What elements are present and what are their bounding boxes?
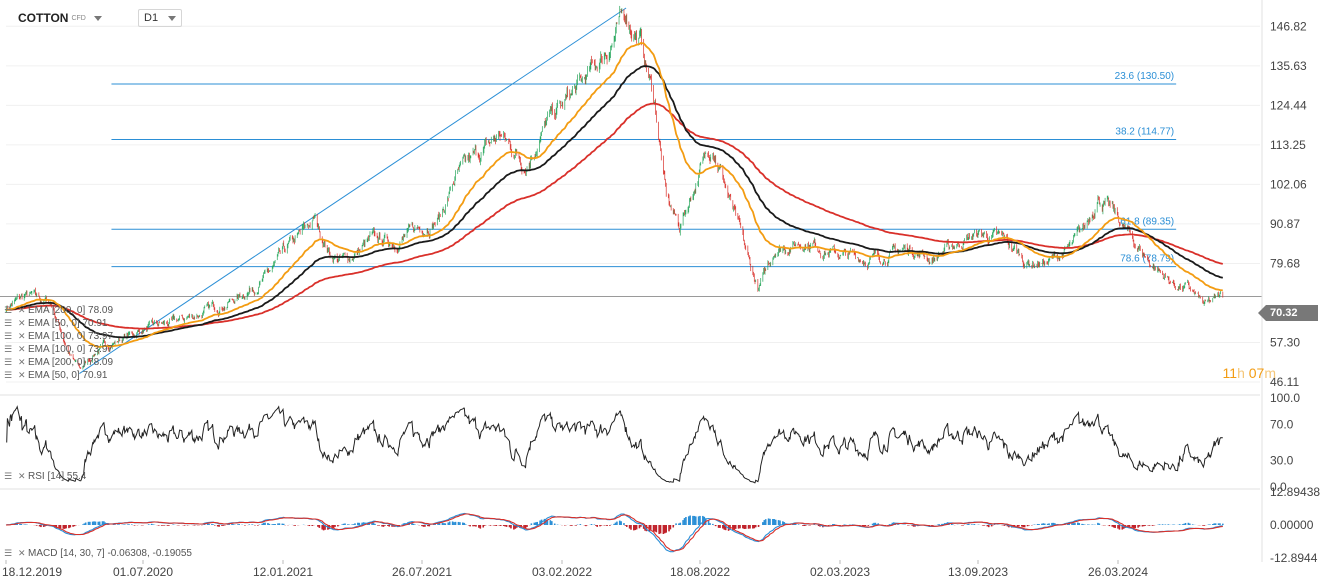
ema-legend[interactable]: ☰ ✕ EMA [200, 0] 78.09 bbox=[4, 357, 113, 368]
chevron-down-icon bbox=[93, 15, 102, 21]
macd-tick-label: 0.00000 bbox=[1270, 518, 1314, 532]
last-price-label: 70.32 bbox=[1258, 305, 1318, 321]
x-tick-label: 18.08.2022 bbox=[670, 565, 730, 579]
close-icon[interactable]: ✕ bbox=[18, 370, 26, 380]
menu-icon[interactable]: ☰ bbox=[4, 548, 12, 558]
macd-tick-label: 12.89438 bbox=[1270, 485, 1320, 499]
menu-icon[interactable]: ☰ bbox=[4, 370, 12, 380]
ema-legend-text: EMA [100, 0] 73.97 bbox=[28, 331, 114, 342]
price-tick-label: 102.06 bbox=[1270, 177, 1307, 191]
ema-legend-text: EMA [200, 0] 78.09 bbox=[28, 357, 114, 368]
trendline-layer bbox=[79, 7, 627, 374]
x-tick-label: 18.12.2019 bbox=[2, 565, 62, 579]
ema-100-line bbox=[5, 65, 1224, 339]
candle-countdown: 11h 07m bbox=[1223, 365, 1276, 381]
rsi-tick-label: 0.0 bbox=[1270, 480, 1287, 494]
fibonacci-layer: 23.6 (130.50)38.2 (114.77)61.8 (89.35)78… bbox=[0, 71, 1262, 298]
ema-legend[interactable]: ☰ ✕ EMA [100, 0] 73.97 bbox=[4, 344, 113, 355]
macd-legend-text: MACD [14, 30, 7] -0.06308, -0.19055 bbox=[28, 548, 192, 559]
x-tick-label: 26.03.2024 bbox=[1088, 565, 1148, 579]
close-icon[interactable]: ✕ bbox=[18, 548, 26, 558]
ema-50-line bbox=[5, 42, 1223, 348]
x-tick-label: 01.07.2020 bbox=[113, 565, 173, 579]
macd-legend[interactable]: ☰ ✕ MACD [14, 30, 7] -0.06308, -0.19055 bbox=[4, 548, 192, 559]
timeframe-value: D1 bbox=[144, 12, 159, 24]
x-tick-label: 26.07.2021 bbox=[392, 565, 452, 579]
x-tick-label: 12.01.2021 bbox=[253, 565, 313, 579]
chevron-down-icon bbox=[168, 15, 176, 21]
price-tick-label: 79.68 bbox=[1270, 256, 1300, 270]
rsi-tick-label: 70.0 bbox=[1270, 418, 1294, 432]
menu-icon[interactable]: ☰ bbox=[4, 357, 12, 367]
macd-layer bbox=[5, 512, 1224, 553]
ema-legend-text: EMA [200, 0] 78.09 bbox=[28, 305, 114, 316]
rsi-legend[interactable]: ☰ ✕ RSI [14] 55.4 bbox=[4, 471, 86, 482]
macd-line bbox=[5, 512, 1223, 553]
price-tick-label: 146.82 bbox=[1270, 19, 1307, 33]
countdown-minutes-unit: m bbox=[1264, 365, 1276, 381]
close-icon[interactable]: ✕ bbox=[18, 471, 26, 481]
price-tick-label: 57.30 bbox=[1270, 335, 1300, 349]
close-icon[interactable]: ✕ bbox=[18, 331, 26, 341]
rsi-tick-label: 100.0 bbox=[1270, 391, 1300, 405]
price-tick-label: 135.63 bbox=[1270, 59, 1307, 73]
price-tick-label: 90.87 bbox=[1270, 217, 1300, 231]
ema-legend[interactable]: ☰ ✕ EMA [100, 0] 73.97 bbox=[4, 331, 113, 342]
close-icon[interactable]: ✕ bbox=[18, 305, 26, 315]
rsi-layer bbox=[6, 405, 1223, 484]
candles-layer[interactable] bbox=[5, 5, 1224, 370]
menu-icon[interactable]: ☰ bbox=[4, 344, 12, 354]
close-icon[interactable]: ✕ bbox=[18, 357, 26, 367]
rsi-line bbox=[6, 405, 1223, 484]
timeframe-selector[interactable]: D1 bbox=[138, 9, 182, 27]
fib-level-label: 61.8 (89.35) bbox=[1120, 216, 1174, 227]
macd-tick-label: -12.8944 bbox=[1270, 551, 1318, 565]
ema-legend[interactable]: ☰ ✕ EMA [50, 0] 70.91 bbox=[4, 370, 108, 381]
close-icon[interactable]: ✕ bbox=[18, 318, 26, 328]
macd-signal-line bbox=[5, 513, 1223, 552]
rsi-legend-text: RSI [14] 55.4 bbox=[28, 471, 87, 482]
ema-legend[interactable]: ☰ ✕ EMA [50, 0] 70.91 bbox=[4, 318, 108, 329]
menu-icon[interactable]: ☰ bbox=[4, 471, 12, 481]
price-tick-label: 124.44 bbox=[1270, 98, 1307, 112]
axes-layer: 146.82 135.63 124.44 113.25 102.06 90.87 79.68… bbox=[2, 0, 1320, 579]
symbol-suffix: CFD bbox=[71, 14, 86, 22]
ema-legend-text: EMA [50, 0] 70.91 bbox=[28, 318, 108, 329]
countdown-hours: 11 bbox=[1222, 365, 1238, 381]
x-tick-label: 13.09.2023 bbox=[948, 565, 1008, 579]
countdown-hours-unit: h bbox=[1237, 365, 1245, 381]
x-tick-label: 03.02.2022 bbox=[532, 565, 592, 579]
price-tick-label: 113.25 bbox=[1270, 138, 1306, 152]
last-price-value: 70.32 bbox=[1270, 307, 1298, 319]
close-icon[interactable]: ✕ bbox=[18, 344, 26, 354]
symbol-name: COTTON bbox=[18, 11, 69, 25]
x-tick-label: 02.03.2023 bbox=[810, 565, 870, 579]
price-tick-label: 46.11 bbox=[1270, 375, 1299, 389]
rsi-tick-label: 30.0 bbox=[1270, 453, 1294, 467]
ema-layer bbox=[5, 42, 1224, 348]
trendline bbox=[79, 7, 627, 374]
fib-level-label: 38.2 (114.77) bbox=[1115, 127, 1174, 138]
countdown-minutes: 07 bbox=[1248, 365, 1265, 381]
menu-icon[interactable]: ☰ bbox=[4, 318, 12, 328]
ema-legend[interactable]: ☰ ✕ EMA [200, 0] 78.09 bbox=[4, 305, 113, 316]
ema-legend-text: EMA [100, 0] 73.97 bbox=[28, 344, 114, 355]
ema-200-line bbox=[5, 102, 1223, 330]
fib-level-label: 23.6 (130.50) bbox=[1115, 71, 1175, 82]
menu-icon[interactable]: ☰ bbox=[4, 331, 12, 341]
symbol-selector[interactable]: COTTON CFD bbox=[18, 8, 102, 28]
grid-layer bbox=[0, 25, 1260, 490]
ema-legend-text: EMA [50, 0] 70.91 bbox=[28, 370, 108, 381]
menu-icon[interactable]: ☰ bbox=[4, 305, 12, 315]
